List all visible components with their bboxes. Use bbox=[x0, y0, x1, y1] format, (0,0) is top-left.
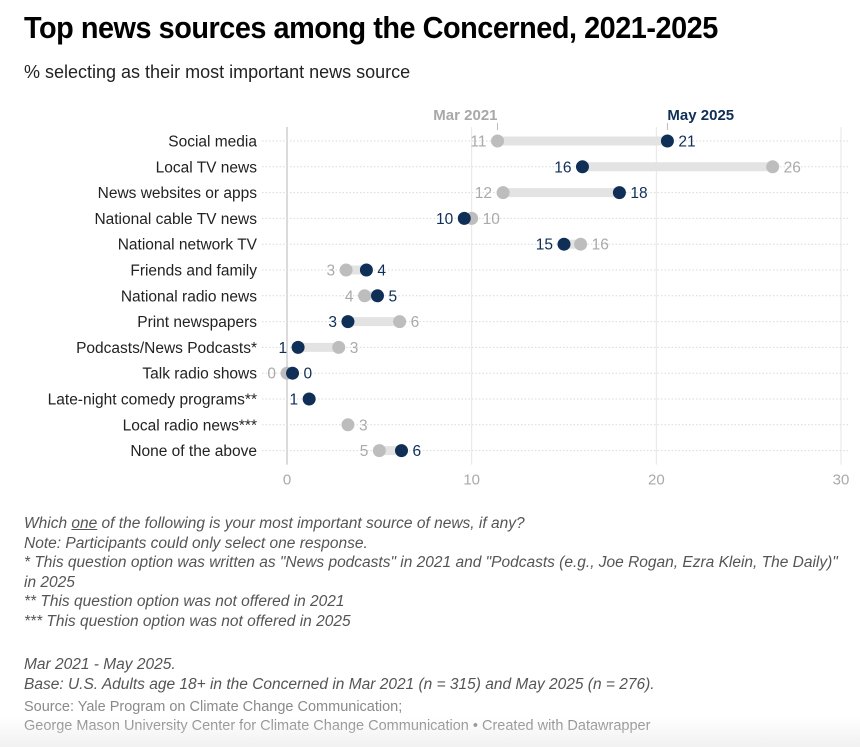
value-label-may-2025: 6 bbox=[412, 443, 421, 460]
value-label-mar-2021: 0 bbox=[267, 366, 276, 383]
value-label-mar-2021: 16 bbox=[592, 237, 609, 254]
footnote-local-radio: *** This question option was not offered… bbox=[24, 612, 351, 630]
category-label: Local radio news*** bbox=[123, 417, 257, 434]
value-label-mar-2021: 3 bbox=[359, 417, 368, 434]
value-label-may-2025: 10 bbox=[436, 211, 454, 228]
value-label-mar-2021: 12 bbox=[475, 185, 492, 202]
legend-mar-2021: Mar 2021 bbox=[433, 107, 497, 124]
dot-may-2025 bbox=[291, 340, 305, 354]
category-label: Friends and family bbox=[130, 263, 257, 280]
x-tick-label: 10 bbox=[463, 472, 480, 489]
dot-mar-2021 bbox=[766, 160, 780, 174]
emphasis-one: one bbox=[71, 515, 98, 532]
category-label: Podcasts/News Podcasts* bbox=[76, 340, 257, 357]
value-label-may-2025: 0 bbox=[304, 366, 313, 383]
value-label-mar-2021: 11 bbox=[470, 134, 486, 151]
dot-mar-2021 bbox=[574, 237, 588, 251]
value-label-may-2025: 21 bbox=[678, 134, 695, 151]
dot-may-2025 bbox=[660, 134, 674, 148]
category-label: None of the above bbox=[130, 443, 257, 460]
value-label-may-2025: 15 bbox=[536, 237, 553, 254]
value-label-may-2025: 1 bbox=[278, 340, 287, 357]
value-label-mar-2021: 4 bbox=[345, 288, 354, 305]
dot-may-2025 bbox=[575, 160, 589, 174]
legend-may-2025: May 2025 bbox=[667, 107, 734, 124]
category-label: Social media bbox=[168, 134, 257, 151]
note-line: Note: Participants could only select one… bbox=[24, 534, 368, 552]
dot-mar-2021 bbox=[491, 134, 505, 148]
value-label-may-2025: 18 bbox=[630, 185, 647, 202]
sample-base: Base: U.S. Adults age 18+ in the Concern… bbox=[24, 675, 655, 693]
footnote-late-night: ** This question option was not offered … bbox=[24, 593, 345, 610]
dot-may-2025 bbox=[370, 289, 384, 303]
chart-subtitle: % selecting as their most important news… bbox=[24, 62, 411, 82]
category-label: News websites or apps bbox=[98, 185, 258, 202]
source-credit: Source: Yale Program on Climate Change C… bbox=[24, 698, 839, 736]
value-label-mar-2021: 3 bbox=[326, 263, 335, 280]
dot-may-2025 bbox=[612, 186, 626, 200]
dot-mar-2021 bbox=[358, 289, 372, 303]
source-line-2: George Mason University Center for Clima… bbox=[24, 718, 651, 734]
source-line-1: Source: Yale Program on Climate Change C… bbox=[24, 699, 403, 715]
dot-may-2025 bbox=[341, 315, 355, 329]
dot-mar-2021 bbox=[372, 444, 386, 458]
category-label: National cable TV news bbox=[94, 211, 257, 228]
dot-may-2025 bbox=[359, 263, 373, 277]
x-tick-label: 20 bbox=[648, 472, 665, 489]
value-label-may-2025: 16 bbox=[554, 159, 571, 176]
value-label-mar-2021: 6 bbox=[411, 314, 420, 331]
x-tick-label: 0 bbox=[283, 472, 291, 489]
value-label-mar-2021: 3 bbox=[350, 340, 359, 357]
chart-notes: Which one of the following is your most … bbox=[24, 514, 839, 631]
base-info: Mar 2021 - May 2025. Base: U.S. Adults a… bbox=[24, 655, 839, 694]
date-range: Mar 2021 - May 2025. bbox=[24, 656, 176, 673]
chart-title: Top news sources among the Concerned, 20… bbox=[24, 10, 718, 45]
category-label: Print newspapers bbox=[137, 314, 257, 331]
dot-may-2025 bbox=[394, 444, 408, 458]
dot-mar-2021 bbox=[332, 340, 346, 354]
value-label-mar-2021: 10 bbox=[483, 211, 501, 228]
dot-mar-2021 bbox=[341, 418, 355, 432]
x-tick-label: 30 bbox=[833, 472, 850, 489]
footnote-podcasts: * This question option was written as "N… bbox=[24, 554, 838, 591]
dot-may-2025 bbox=[457, 211, 471, 225]
category-label: Late-night comedy programs** bbox=[48, 392, 257, 409]
dot-mar-2021 bbox=[339, 263, 353, 277]
category-label: Talk radio shows bbox=[142, 366, 257, 383]
value-label-mar-2021: 5 bbox=[360, 443, 369, 460]
value-label-may-2025: 3 bbox=[328, 314, 337, 331]
value-label-mar-2021: 26 bbox=[784, 159, 801, 176]
category-label: Local TV news bbox=[156, 159, 258, 176]
question-note: Which one of the following is your most … bbox=[24, 515, 525, 532]
dot-mar-2021 bbox=[496, 186, 510, 200]
category-label: National radio news bbox=[121, 288, 257, 305]
category-label: National network TV bbox=[118, 237, 258, 254]
dot-may-2025 bbox=[302, 392, 316, 406]
value-label-may-2025: 1 bbox=[290, 392, 299, 409]
dot-may-2025 bbox=[286, 366, 300, 380]
dot-may-2025 bbox=[557, 237, 571, 251]
value-label-may-2025: 4 bbox=[377, 263, 386, 280]
dot-mar-2021 bbox=[393, 315, 407, 329]
value-label-may-2025: 5 bbox=[388, 288, 397, 305]
